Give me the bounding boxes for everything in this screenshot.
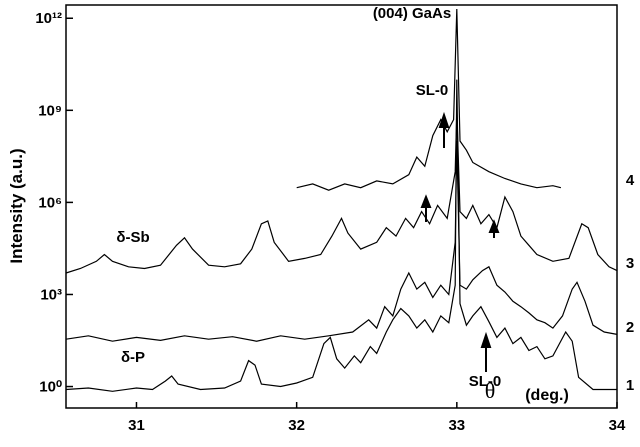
curve (65, 79, 617, 392)
curve (296, 8, 562, 191)
y-axis-label: Intensity (a.u.) (7, 148, 26, 263)
x-axis-symbol: θ (485, 378, 496, 403)
annotation: δ-P (121, 349, 145, 366)
y-tick-label: 10⁹ (38, 102, 62, 119)
curve-label: 1 (626, 377, 634, 394)
arrows (420, 111, 500, 372)
curve-label: 3 (626, 255, 634, 272)
x-tick-label: 33 (448, 417, 465, 434)
annotation: δ-Sb (116, 229, 149, 246)
curve (65, 140, 618, 342)
x-axis-unit: (deg.) (525, 387, 569, 404)
annotation: (004) GaAs (373, 5, 451, 22)
y-tick-label: 10⁰ (39, 379, 62, 396)
y-tick-label: 10³ (40, 286, 62, 303)
curve-label: 4 (626, 172, 635, 189)
x-tick-label: 31 (128, 417, 145, 434)
curve-label: 2 (626, 319, 634, 336)
y-tick-label: 10⁶ (38, 194, 62, 211)
annotation: SL-0 (469, 373, 502, 390)
y-tick-label: 10¹² (35, 10, 62, 27)
x-tick-label: 34 (609, 417, 626, 434)
curve (65, 110, 618, 274)
plot-frame (65, 4, 618, 409)
annotation: SL-0 (416, 82, 449, 99)
x-tick-label: 32 (288, 417, 305, 434)
